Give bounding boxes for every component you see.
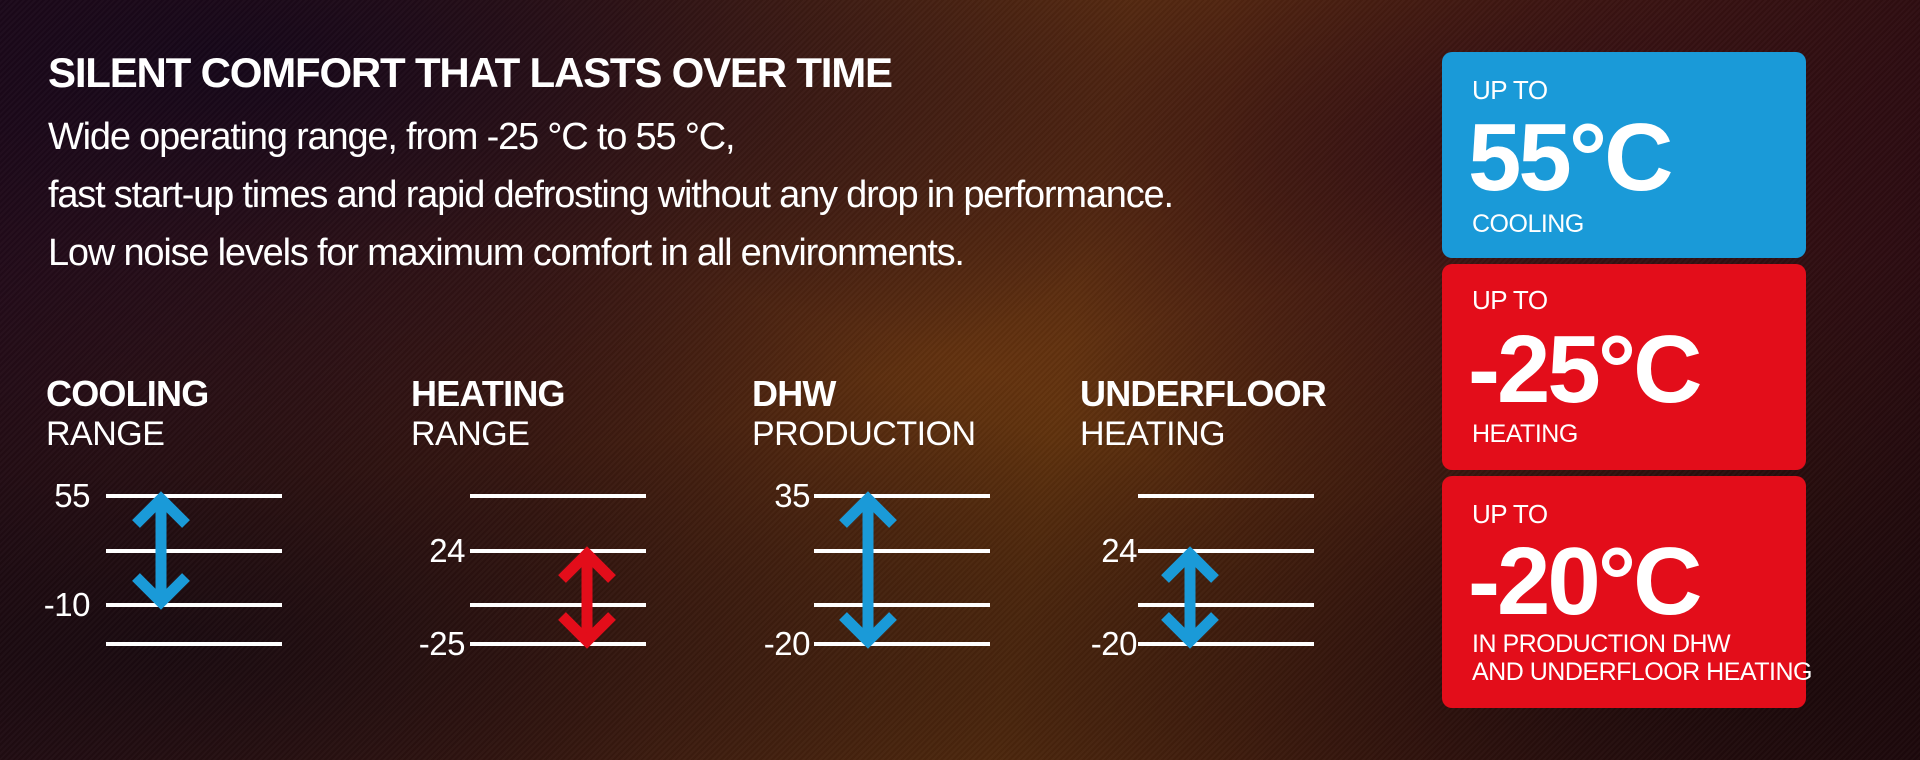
gauge-title: UNDERFLOOR: [1080, 373, 1327, 414]
range-arrow-icon: [558, 546, 616, 649]
range-arrow-icon: [839, 491, 897, 649]
card-value: -25°C: [1468, 316, 1702, 423]
range-arrow-icon: [1161, 546, 1219, 649]
underfloor-heating-gauge: UNDERFLOOR HEATING 24 -20: [1080, 374, 1410, 674]
intro-text: Wide operating range, from -25 °C to 55 …: [48, 108, 1348, 282]
card-prefix: UP TO: [1472, 75, 1548, 105]
card-value: -20°C: [1468, 528, 1702, 635]
gauge-title: HEATING: [411, 373, 566, 414]
dhw-underfloor-highlight-card: UP TO -20°C IN PRODUCTION DHW AND UNDERF…: [1442, 476, 1812, 708]
card-value: 55°C: [1468, 104, 1673, 211]
headline: SILENT COMFORT THAT LASTS OVER TIME: [48, 49, 893, 96]
tick-label-top: 55: [54, 477, 90, 514]
cooling-range-gauge: COOLING RANGE 55 -10: [44, 373, 376, 674]
gauge-title: COOLING: [46, 373, 209, 414]
tick-label-bottom: -20: [1090, 625, 1138, 662]
tick-label-top: 35: [774, 477, 810, 514]
gauge-subtitle: RANGE: [411, 415, 530, 453]
gauge-diagram: [470, 494, 646, 649]
gauge-subtitle: PRODUCTION: [752, 415, 976, 453]
tick-label-bottom: -20: [763, 625, 811, 662]
heating-range-gauge: HEATING RANGE 24 -25: [411, 374, 741, 674]
range-arrow-icon: [132, 491, 190, 610]
gauge-diagram: [814, 491, 990, 649]
card-prefix: UP TO: [1472, 499, 1548, 529]
intro-line: Low noise levels for maximum comfort in …: [48, 232, 965, 274]
cooling-highlight-card: UP TO 55°C COOLING: [1442, 52, 1806, 258]
intro-line: fast start-up times and rapid defrosting…: [48, 174, 1174, 216]
gauge-subtitle: RANGE: [46, 415, 165, 453]
card-caption-line: AND UNDERFLOOR HEATING: [1472, 658, 1812, 686]
card-caption-line: IN PRODUCTION DHW: [1472, 630, 1731, 658]
gauge-diagram: [1138, 494, 1314, 649]
card-prefix: UP TO: [1472, 285, 1548, 315]
card-caption: HEATING: [1472, 420, 1578, 448]
gauge-diagram: [106, 491, 282, 646]
tick-label-top: 24: [429, 532, 465, 569]
card-caption: COOLING: [1472, 210, 1584, 238]
dhw-production-gauge: DHW PRODUCTION 35 -20: [752, 374, 1082, 674]
intro-line: Wide operating range, from -25 °C to 55 …: [48, 116, 736, 158]
tick-label-bottom: -10: [43, 586, 91, 623]
gauge-title: DHW: [752, 373, 836, 414]
gauge-subtitle: HEATING: [1080, 415, 1226, 453]
heating-highlight-card: UP TO -25°C HEATING: [1442, 264, 1806, 470]
tick-label-top: 24: [1101, 532, 1137, 569]
tick-label-bottom: -25: [418, 625, 466, 662]
